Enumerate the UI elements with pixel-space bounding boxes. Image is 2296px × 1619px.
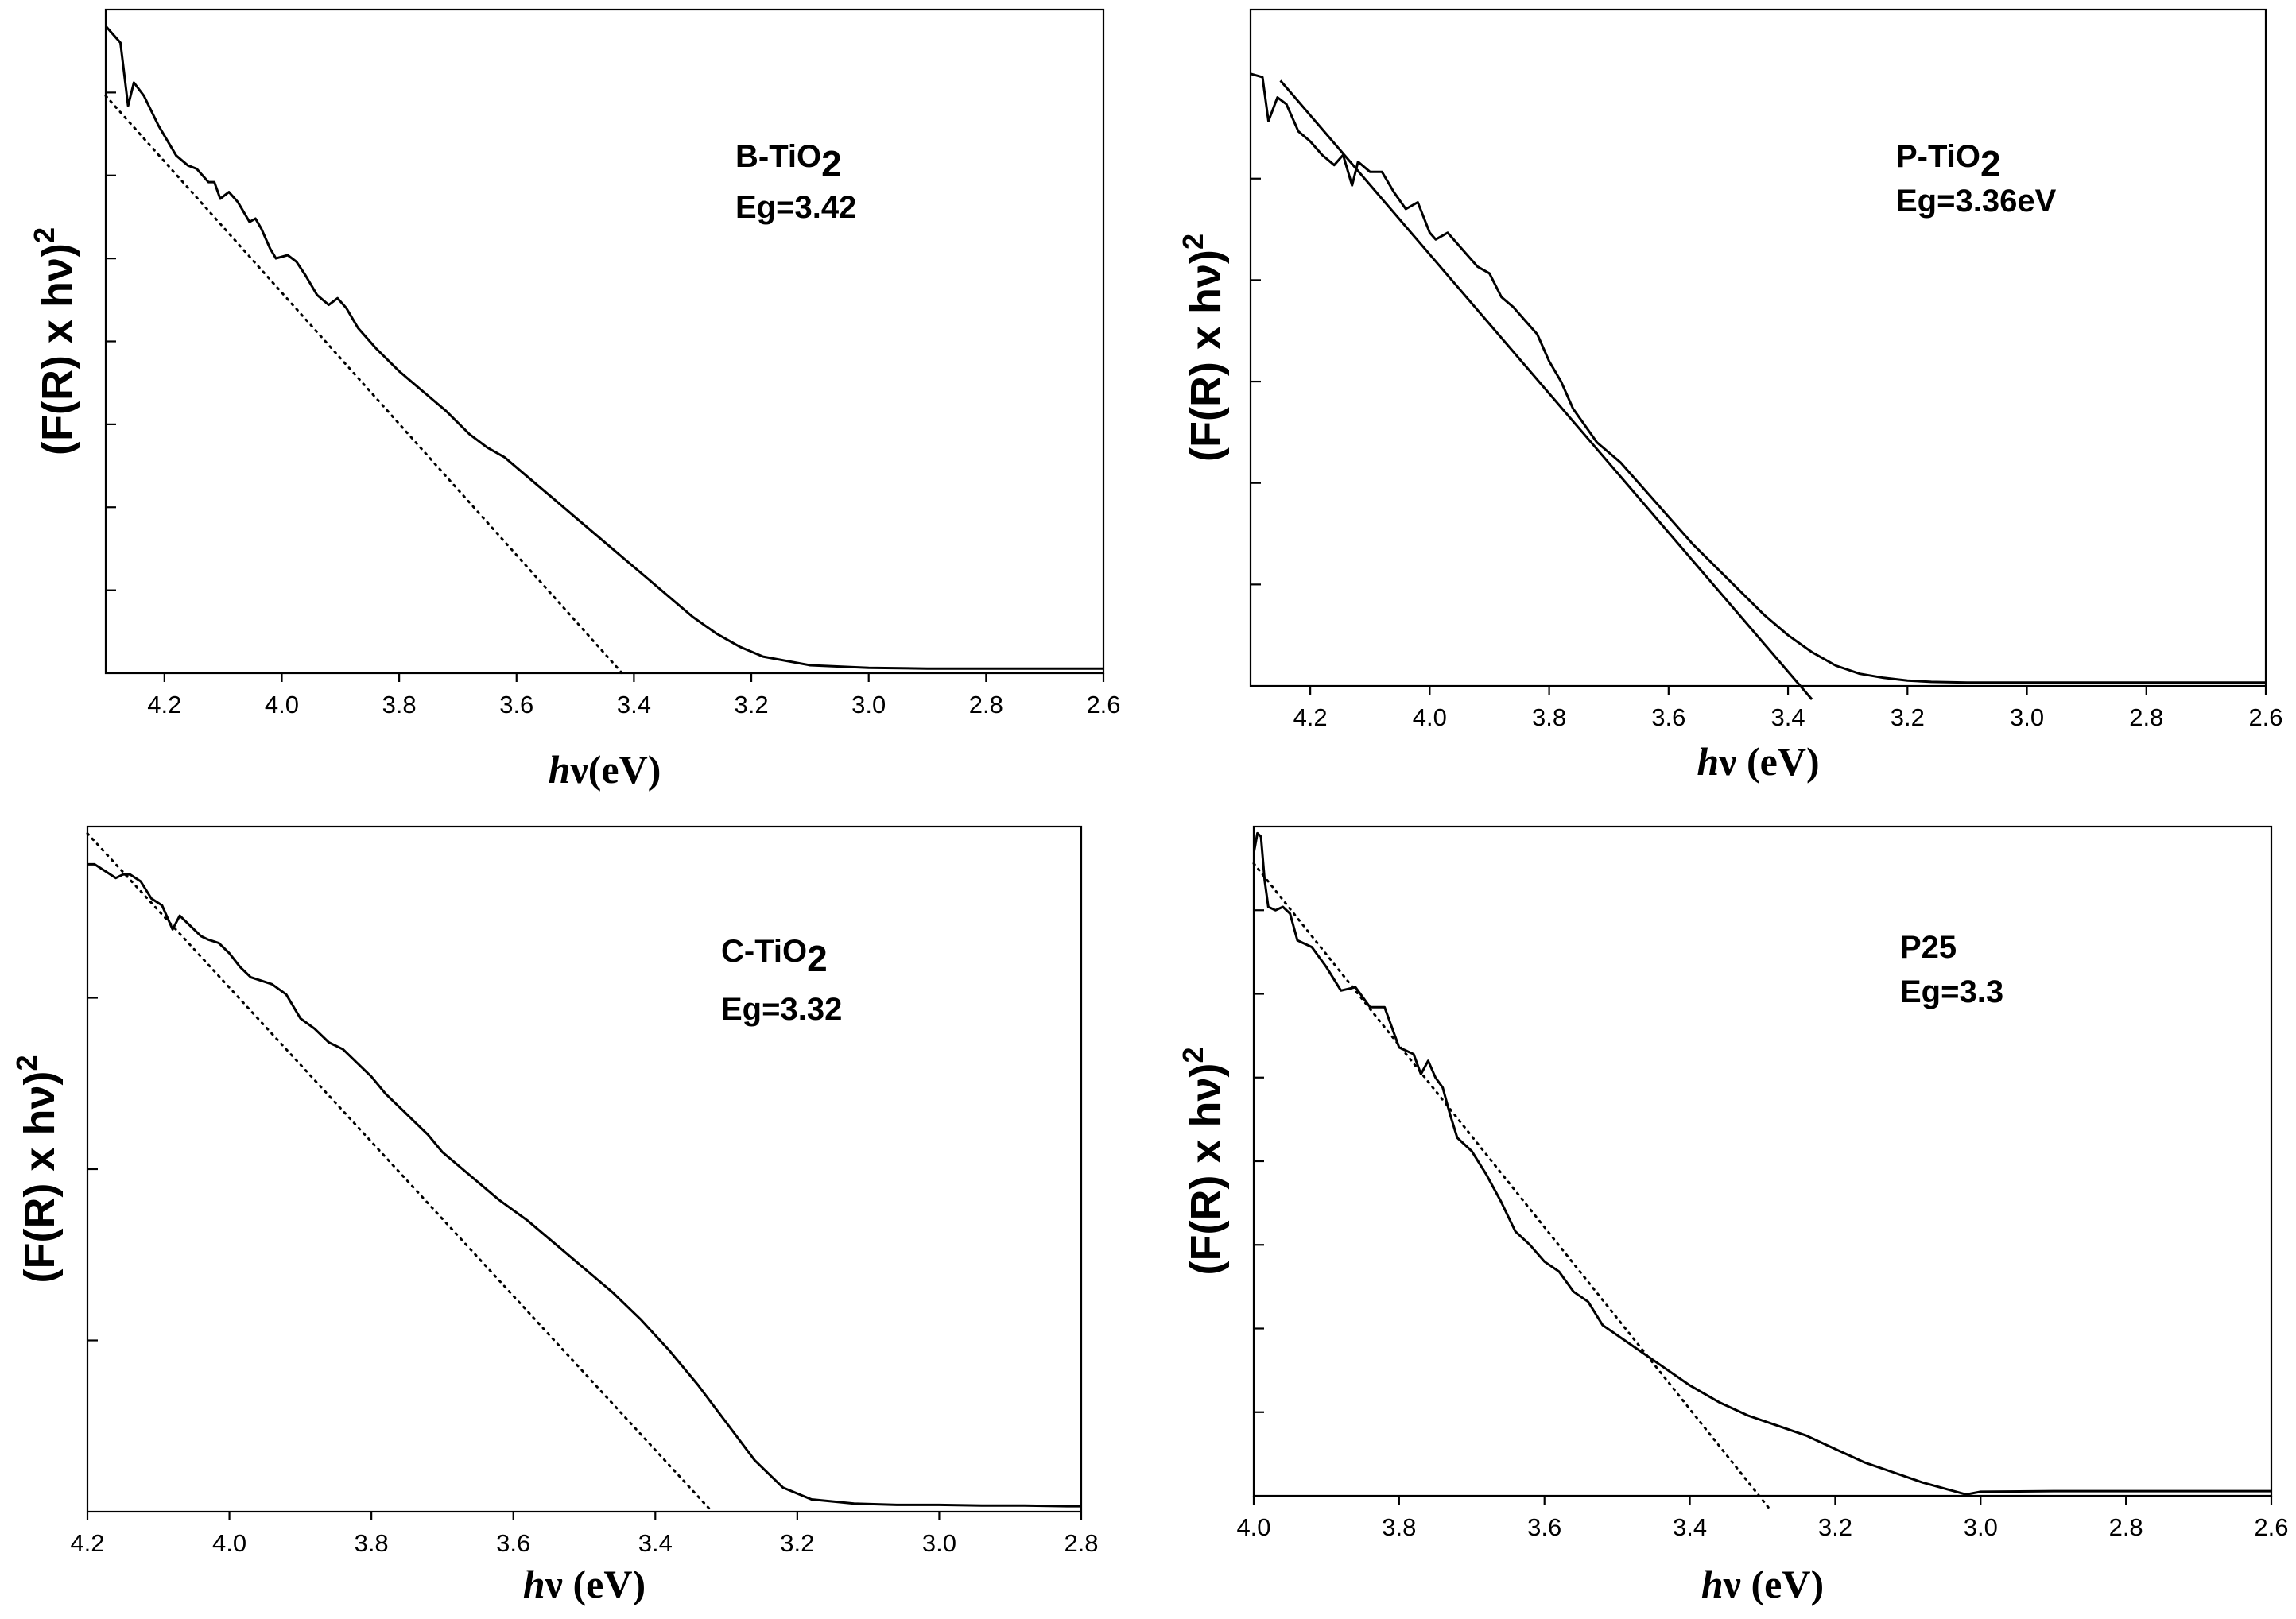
plot-frame: [86, 825, 1083, 1513]
x-tick-label: 3.4: [1673, 1513, 1707, 1541]
sample-label: B-TiO2: [735, 139, 842, 184]
x-tick-label: 2.8: [969, 691, 1003, 718]
x-tick-label: 2.6: [2254, 1513, 2288, 1541]
plot-frame: [1249, 8, 2267, 687]
x-tick-label: 3.6: [1651, 703, 1685, 731]
x-tick-label: 3.8: [1532, 703, 1566, 731]
x-tick-label: 2.8: [1064, 1529, 1098, 1557]
x-tick-label: 3.6: [499, 691, 533, 718]
sample-label: P25: [1900, 930, 1957, 965]
panel-p-tio2: 4.2 4.0 3.8 3.6 3.4 3.2 3.0 2.8 2.6 P-TiO2Eg=3.36…: [1177, 8, 2283, 784]
linear-fit-line: [104, 95, 624, 675]
x-tick-label: 3.8: [382, 691, 417, 718]
x-tick-label: 4.0: [1236, 1513, 1270, 1541]
x-tick-label: 3.8: [355, 1529, 389, 1557]
x-tick-label: 4.2: [1293, 703, 1328, 731]
sample-label: P-TiO2: [1896, 139, 2001, 184]
band-gap-label: Eg=3.36eV: [1896, 184, 2057, 219]
y-axis-label: (F(R) x hν)2: [10, 1055, 64, 1284]
x-tick-label: 3.2: [735, 691, 769, 718]
linear-fit-line: [86, 832, 714, 1513]
band-gap-label: Eg=3.42: [735, 190, 856, 225]
x-tick-label: 3.0: [851, 691, 886, 718]
x-tick-label: 4.2: [70, 1529, 104, 1557]
x-axis-label: hν (eV): [1697, 739, 1819, 784]
x-tick-label: 3.6: [1527, 1513, 1561, 1541]
x-tick-label: 4.0: [1413, 703, 1447, 731]
panel-c-tio2: 4.2 4.0 3.8 3.6 3.4 3.2 3.0 2.8 C-TiO2 Eg=3.32 hν …: [10, 825, 1099, 1606]
x-axis-label: hν (eV): [523, 1562, 646, 1606]
x-tick-label: 3.2: [1818, 1513, 1852, 1541]
spectrum-line: [1254, 831, 2271, 1496]
y-axis-label: (F(R) x hν)2: [1177, 234, 1230, 462]
sample-label: C-TiO2: [721, 934, 828, 979]
spectrum-line: [87, 862, 1081, 1508]
x-tick-label: 3.0: [922, 1529, 956, 1557]
x-tick-label: 3.8: [1382, 1513, 1416, 1541]
x-tick-label: 3.6: [496, 1529, 530, 1557]
x-tick-label: 2.8: [2109, 1513, 2143, 1541]
plot-frame: [104, 8, 1105, 675]
panel-p25: 4.0 3.8 3.6 3.4 3.2 3.0 2.8 2.6 P25 Eg=3.3 hν (eV)…: [1177, 825, 2289, 1606]
x-tick-label: 3.2: [1891, 703, 1925, 731]
y-axis-label: (F(R) x hν)2: [28, 227, 81, 455]
y-axis-label: (F(R) x hν)2: [1177, 1048, 1230, 1276]
x-tick-label: 3.4: [617, 691, 651, 718]
x-tick-label: 3.0: [2010, 703, 2044, 731]
x-axis-label: hν (eV): [1701, 1562, 1824, 1606]
x-tick-label: 3.2: [780, 1529, 814, 1557]
x-tick-label: 2.6: [2248, 703, 2282, 731]
x-tick-label: 4.0: [265, 691, 299, 718]
x-tick-label: 2.8: [2129, 703, 2163, 731]
linear-fit-line: [1252, 862, 1771, 1511]
panel-b-tio2: 4.2 4.0 3.8 3.6 3.4 3.2 3.0 2.8 2.6 B-TiO2 Eg=3.42…: [28, 8, 1121, 792]
x-axis-label: hν(eV): [549, 747, 661, 792]
band-gap-label: Eg=3.32: [721, 992, 842, 1027]
x-tick-label: 4.0: [212, 1529, 246, 1557]
x-tick-label: 4.2: [147, 691, 181, 718]
x-tick-label: 3.4: [638, 1529, 673, 1557]
x-tick-label: 2.6: [1086, 691, 1120, 718]
plot-frame: [1252, 825, 2273, 1497]
spectrum-line: [1251, 72, 2266, 684]
spectrum-line: [106, 25, 1103, 670]
linear-fit-line: [1279, 79, 1813, 700]
x-tick-label: 3.0: [1964, 1513, 1998, 1541]
band-gap-label: Eg=3.3: [1900, 974, 2003, 1009]
x-tick-label: 3.4: [1771, 703, 1805, 731]
